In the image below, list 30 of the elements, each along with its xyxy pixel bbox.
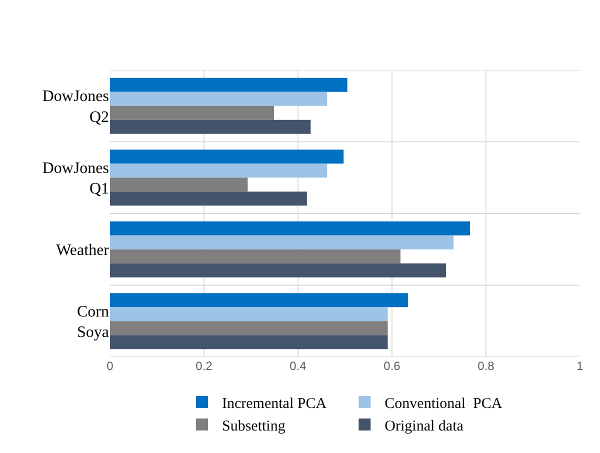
bar [110, 307, 388, 322]
bar [110, 249, 400, 264]
y-tick-label: Corn Soya [77, 303, 109, 342]
x-tick-label: 0 [106, 359, 114, 373]
x-tick-label: 0.2 [196, 359, 213, 373]
bar [110, 120, 311, 134]
bar [110, 150, 344, 164]
bar [110, 321, 388, 336]
bar [110, 164, 328, 178]
x-tick-label: 0.4 [290, 359, 307, 373]
legend-label: Original data [384, 418, 464, 434]
bar [110, 106, 274, 120]
bar [110, 221, 470, 236]
y-tick-label: Weather [56, 242, 110, 259]
legend-label: Conventional PCA [384, 396, 502, 412]
x-tick-label: 0.8 [478, 359, 495, 373]
bar [110, 192, 307, 206]
x-tick-label: 0.6 [384, 359, 401, 373]
bar [110, 235, 454, 250]
legend-label: Incremental PCA [222, 396, 327, 412]
bar [110, 293, 408, 308]
bar [110, 178, 248, 192]
y-tick-label: DowJones Q1 [42, 160, 109, 198]
y-tick-label: DowJones Q2 [42, 88, 109, 126]
bar [110, 92, 328, 106]
legend-label: Subsetting [222, 418, 286, 434]
bar [110, 78, 348, 92]
x-tick-label: 1 [576, 359, 584, 373]
bar [110, 335, 388, 350]
bar [110, 263, 446, 278]
